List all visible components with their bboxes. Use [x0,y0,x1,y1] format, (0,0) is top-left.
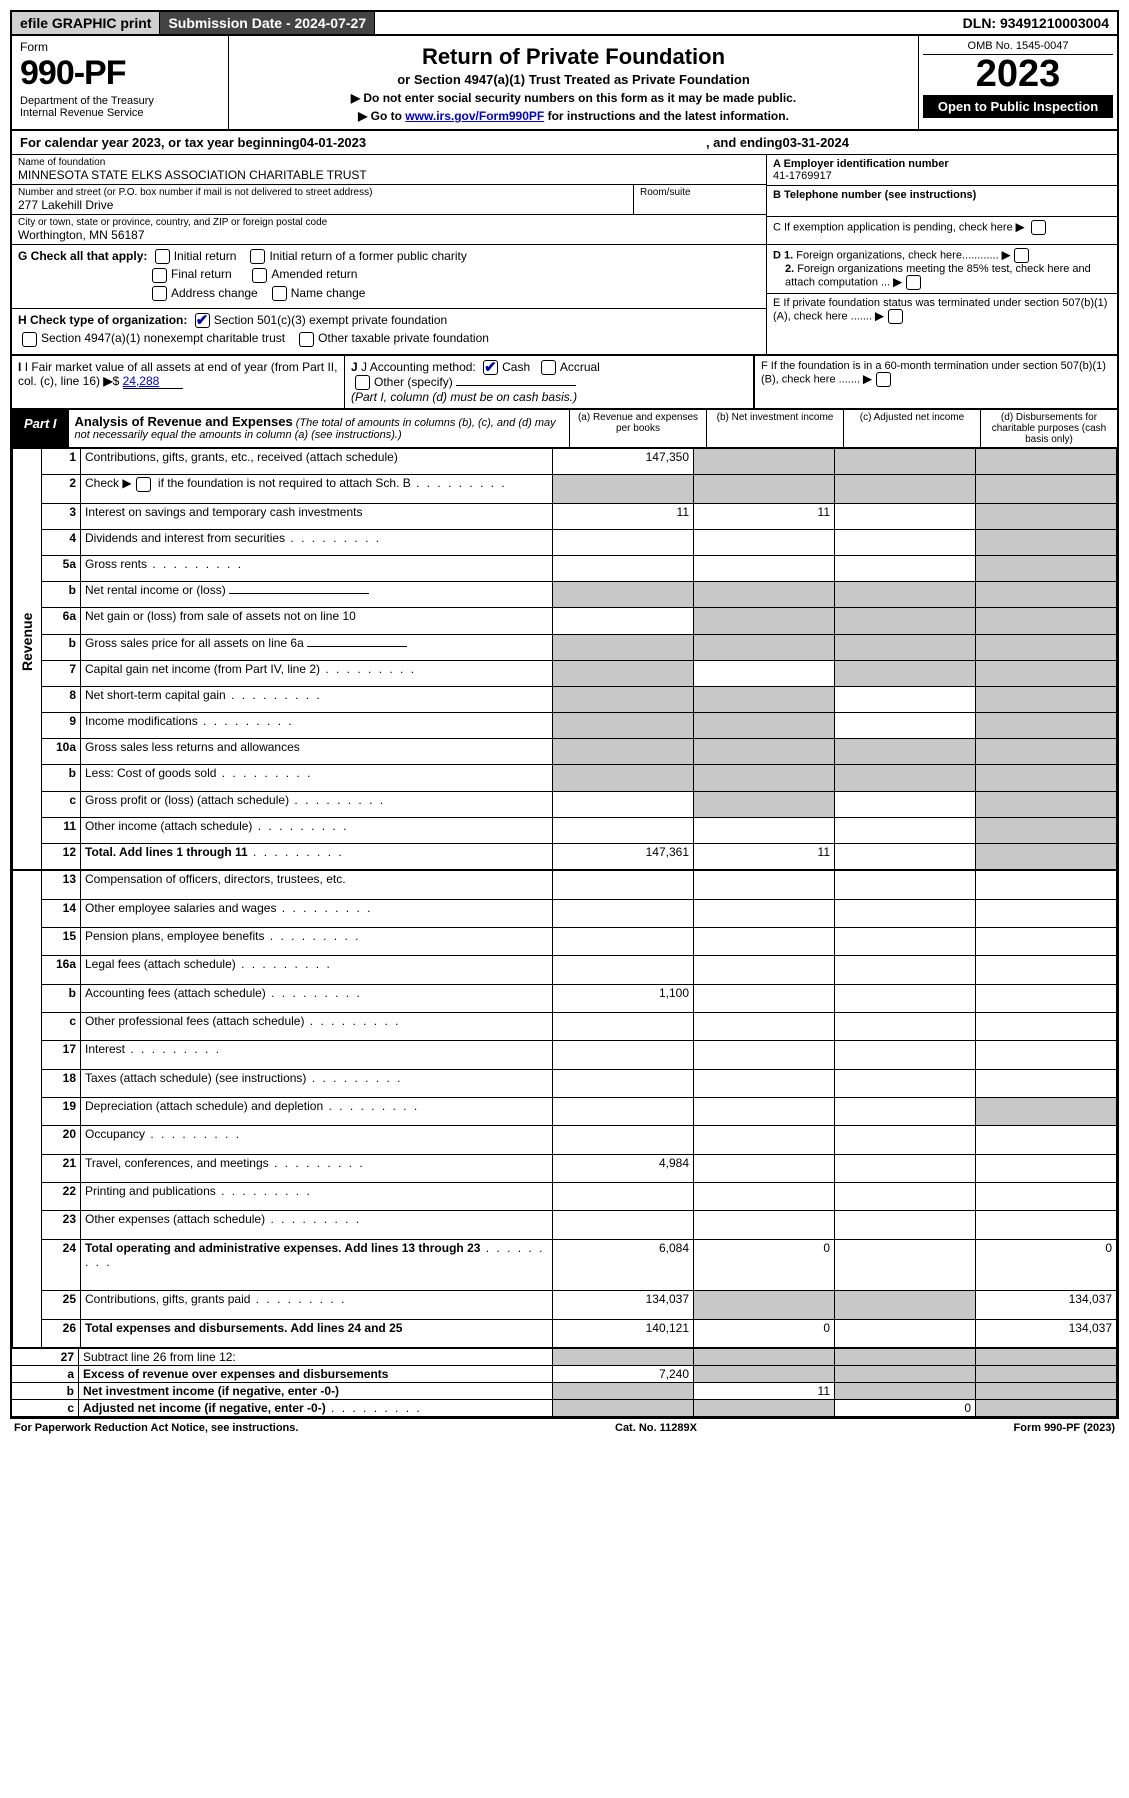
foundation-name: MINNESOTA STATE ELKS ASSOCIATION CHARITA… [18,168,760,182]
chk-cash[interactable] [483,360,498,375]
form-container: efile GRAPHIC print Submission Date - 20… [10,10,1119,1419]
h-label: H Check type of organization: [18,313,187,327]
form-title: Return of Private Foundation [235,44,912,70]
form-label: Form [20,40,220,54]
chk-d1[interactable] [1014,248,1029,263]
part1-title: Analysis of Revenue and Expenses [75,414,293,429]
c-checkbox[interactable] [1031,220,1046,235]
i-j-row: I I Fair market value of all assets at e… [12,355,1117,409]
chk-initial-pub[interactable] [250,249,265,264]
c-pending-label: C If exemption application is pending, c… [773,221,1013,233]
j-label: J Accounting method: [361,360,476,374]
chk-addr-change[interactable] [152,286,167,301]
entity-info: Name of foundation MINNESOTA STATE ELKS … [12,155,1117,245]
chk-schB[interactable] [136,477,151,492]
calendar-year-row: For calendar year 2023, or tax year begi… [12,131,1117,155]
name-label: Name of foundation [18,157,760,168]
col-c-hdr: (c) Adjusted net income [843,410,980,447]
dln: DLN: 93491210003004 [955,12,1117,34]
chk-other-taxable[interactable] [299,332,314,347]
col-b-hdr: (b) Net investment income [706,410,843,447]
chk-name-change[interactable] [272,286,287,301]
fmv-link[interactable]: 24,288 [123,374,183,389]
form-number: 990-PF [20,54,220,93]
checks-section: G Check all that apply: Initial return I… [12,245,1117,355]
revenue-block: Revenue 1Contributions, gifts, grants, e… [12,448,1117,870]
addr-label: Number and street (or P.O. box number if… [18,187,627,198]
instr-ssn: ▶ Do not enter social security numbers o… [235,91,912,105]
revenue-side-label: Revenue [12,448,42,870]
city-label: City or town, state or province, country… [18,217,760,228]
part1-header: Part I Analysis of Revenue and Expenses … [12,408,1117,448]
chk-amended[interactable] [252,268,267,283]
part1-tag: Part I [12,410,69,447]
expenses-block: Operating and Administrative Expenses 13… [12,870,1117,1348]
d2-label: Foreign organizations meeting the 85% te… [785,263,1091,288]
efile-print-btn[interactable]: efile GRAPHIC print [12,12,160,34]
chk-4947[interactable] [22,332,37,347]
chk-other-acct[interactable] [355,375,370,390]
tax-year: 2023 [923,55,1113,93]
chk-501c3[interactable] [195,313,210,328]
open-to-public: Open to Public Inspection [923,95,1113,118]
line27-block: 27Subtract line 26 from line 12: aExcess… [12,1348,1117,1417]
chk-e[interactable] [888,309,903,324]
chk-d2[interactable] [906,275,921,290]
chk-initial[interactable] [155,249,170,264]
chk-accrual[interactable] [541,360,556,375]
tel-label: B Telephone number (see instructions) [773,189,1111,201]
form-ref: Form 990-PF (2023) [1014,1422,1116,1434]
col-a-hdr: (a) Revenue and expenses per books [569,410,706,447]
cat-no: Cat. No. 11289X [298,1422,1013,1434]
ein-value: 41-1769917 [773,170,1111,182]
paperwork-notice: For Paperwork Reduction Act Notice, see … [14,1422,298,1434]
form-subtitle: or Section 4947(a)(1) Trust Treated as P… [235,72,912,87]
ein-label: A Employer identification number [773,158,1111,170]
city-state-zip: Worthington, MN 56187 [18,228,760,242]
page-footer: For Paperwork Reduction Act Notice, see … [10,1419,1119,1437]
f-label: F If the foundation is in a 60-month ter… [761,360,1106,385]
street-address: 277 Lakehill Drive [18,198,627,212]
expenses-side-label: Operating and Administrative Expenses [12,870,42,1348]
chk-f[interactable] [876,372,891,387]
submission-date: Submission Date - 2024-07-27 [160,12,375,34]
room-label: Room/suite [640,187,760,198]
e-label: E If private foundation status was termi… [773,297,1107,322]
instructions-link[interactable]: www.irs.gov/Form990PF [405,109,544,123]
g-label: G Check all that apply: [18,249,147,263]
dept-treasury: Department of the Treasury Internal Reve… [20,95,220,119]
d1-label: Foreign organizations, check here.......… [796,249,998,261]
form-header: Form 990-PF Department of the Treasury I… [12,36,1117,131]
top-bar: efile GRAPHIC print Submission Date - 20… [12,12,1117,36]
chk-final[interactable] [152,268,167,283]
r1-a: 147,350 [553,449,694,475]
col-d-hdr: (d) Disbursements for charitable purpose… [980,410,1117,447]
j-note: (Part I, column (d) must be on cash basi… [351,390,577,404]
instr-link: ▶ Go to www.irs.gov/Form990PF for instru… [235,109,912,123]
